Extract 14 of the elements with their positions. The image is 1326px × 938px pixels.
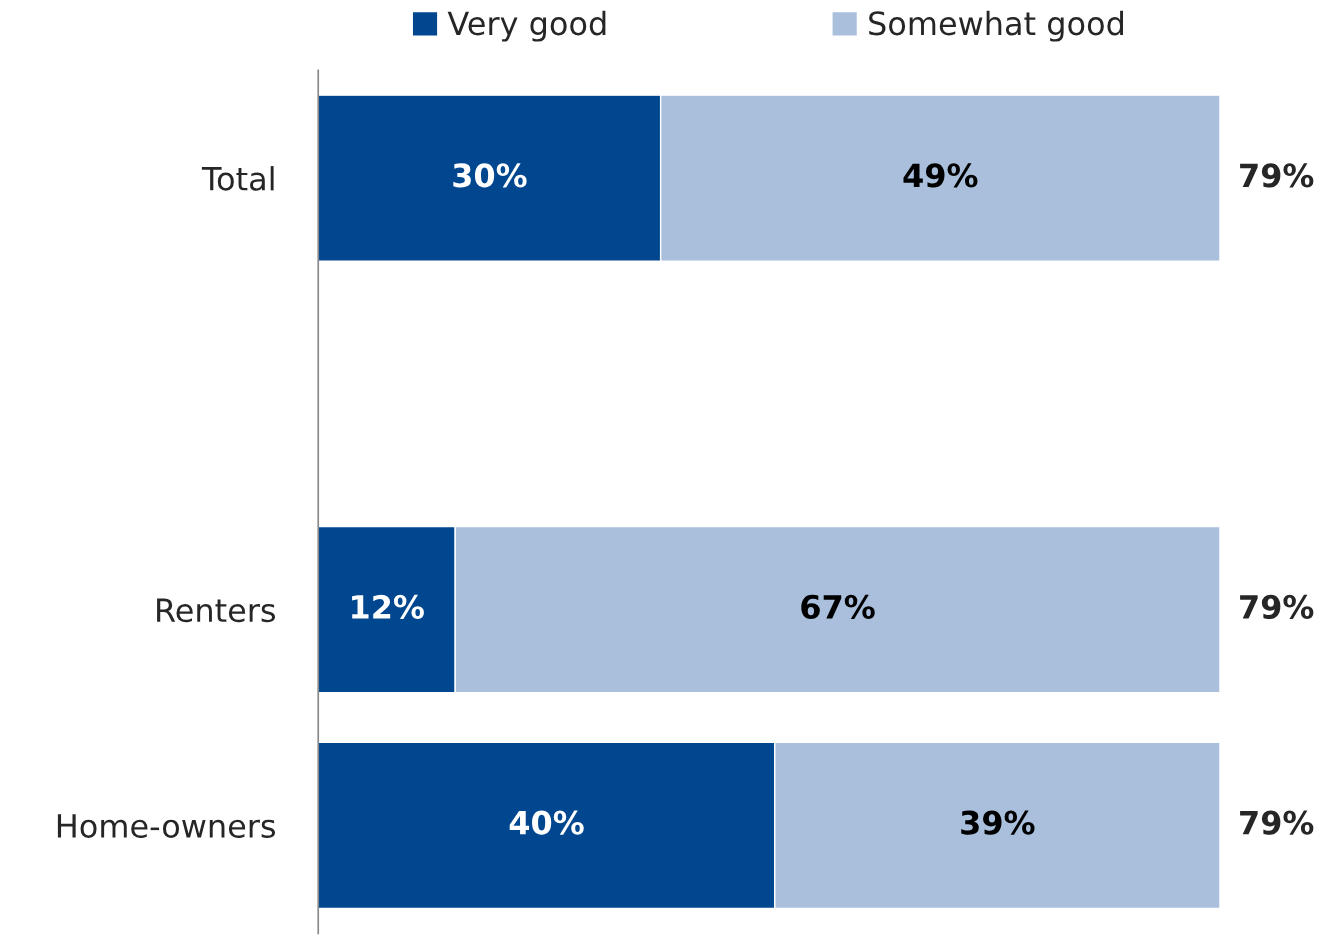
- y-tick-label: Renters: [157, 598, 276, 623]
- data-label: 12%: [352, 594, 424, 619]
- data-label: 39%: [961, 810, 1035, 835]
- legend-label: Very good: [447, 10, 606, 42]
- total-label: 79%: [1240, 810, 1314, 835]
- legend-label: Somewhat good: [869, 10, 1123, 42]
- data-label: 67%: [801, 594, 875, 619]
- data-label: 49%: [903, 163, 978, 188]
- y-tick-label: Home-owners: [57, 814, 276, 839]
- total-label: 79%: [1240, 163, 1314, 188]
- y-tick-label: Total: [201, 166, 274, 191]
- data-label: 30%: [453, 163, 527, 188]
- data-label: 40%: [509, 810, 584, 835]
- total-label: 79%: [1240, 594, 1314, 619]
